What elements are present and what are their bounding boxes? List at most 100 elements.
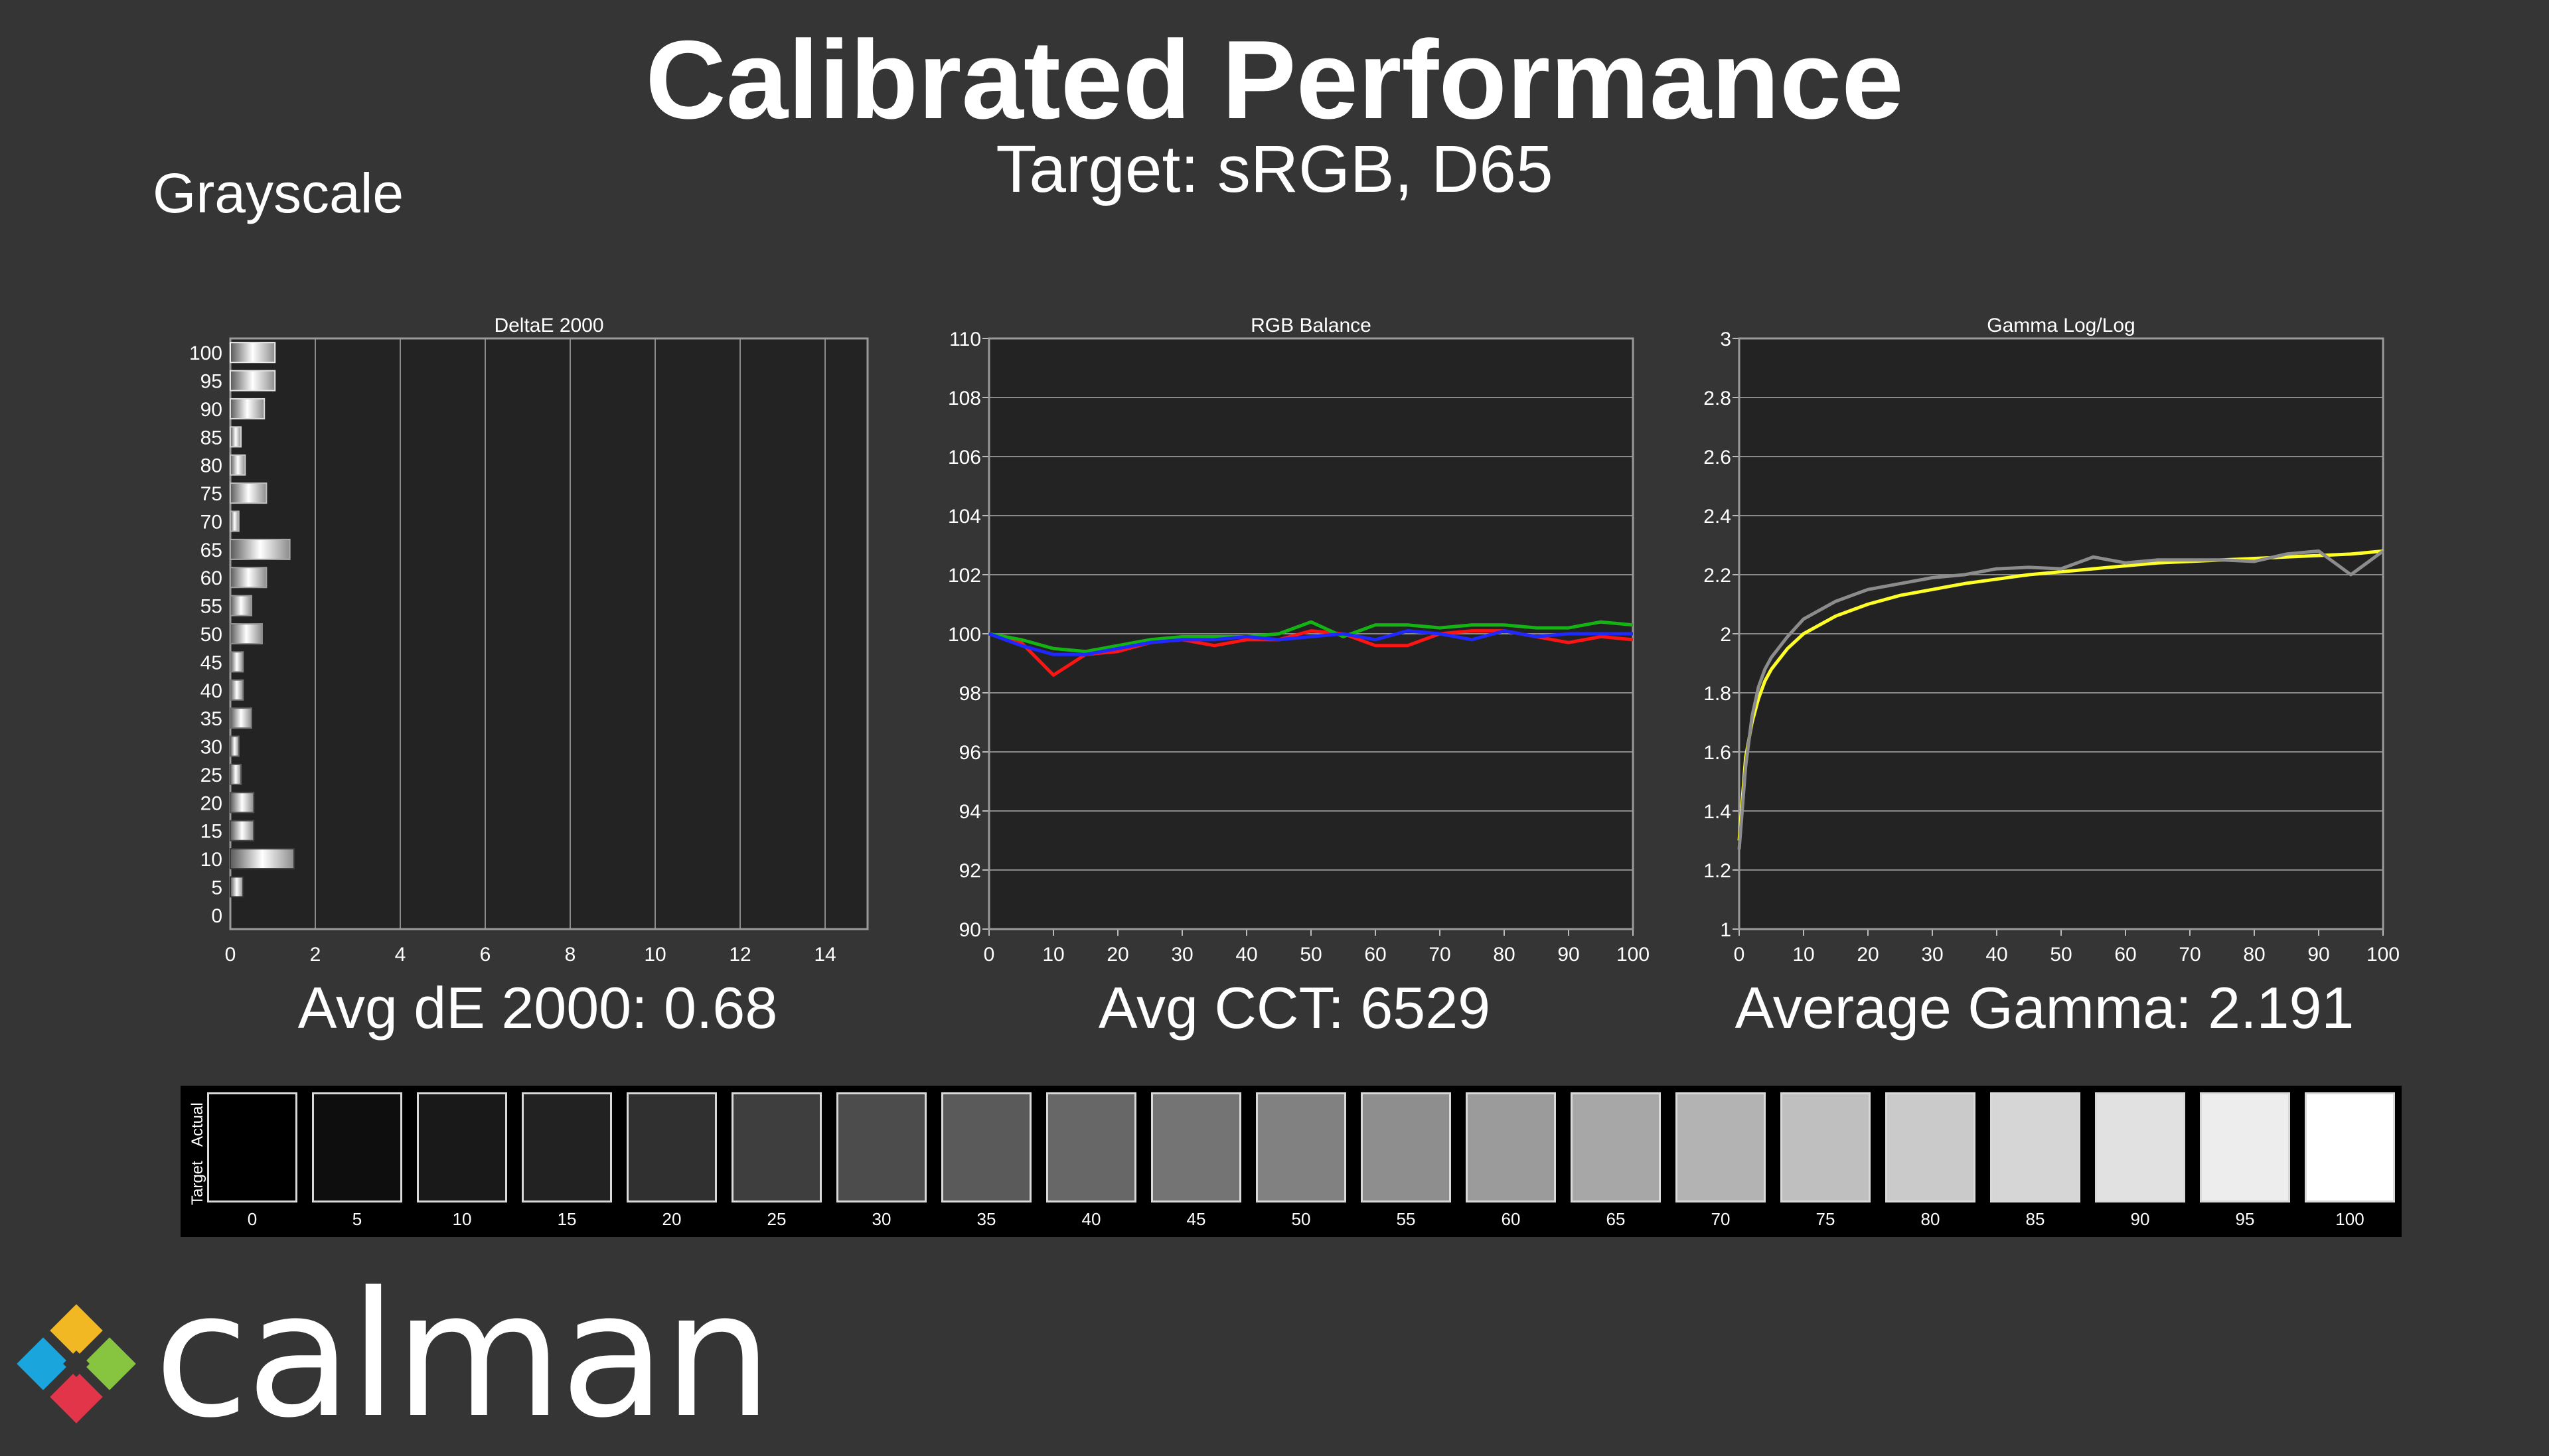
deltae-bar bbox=[230, 510, 240, 532]
gamma-x-tick-label: 100 bbox=[2366, 944, 2400, 966]
rgb-series-line bbox=[988, 629, 1633, 656]
deltae-y-tick-label: 15 bbox=[200, 821, 222, 843]
gamma-y-tick-label: 1 bbox=[1720, 919, 1731, 941]
deltae-x-tick-label: 14 bbox=[814, 944, 836, 966]
gamma-chart: Gamma Log/Log 1 1.2 1.4 1.6 1.8 2 2.2 2.4 2.6 2.8 3… bbox=[1703, 315, 2400, 966]
deltae-plot-area bbox=[230, 338, 868, 929]
swatch-label: 0 bbox=[247, 1209, 258, 1229]
grayscale-swatch bbox=[1361, 1092, 1451, 1202]
deltae-bar bbox=[230, 482, 268, 504]
grayscale-swatch bbox=[1151, 1092, 1241, 1202]
deltae-bar bbox=[230, 763, 242, 785]
page-title: Calibrated Performance bbox=[645, 17, 1904, 142]
gamma-y-tick-label: 1.8 bbox=[1703, 683, 1731, 705]
deltae-bar bbox=[230, 651, 244, 673]
grayscale-swatch-strip: Actual Target 0 5 10 15 20 25 30 35 40 45 50 55 60 65… bbox=[181, 1086, 2402, 1237]
gamma-x-tick-label: 20 bbox=[1857, 944, 1879, 966]
rgb-y-tick-label: 100 bbox=[948, 624, 981, 646]
gamma-y-tick-label: 1.2 bbox=[1703, 860, 1731, 882]
grayscale-swatch bbox=[732, 1092, 822, 1202]
swatch-label: 95 bbox=[2235, 1209, 2255, 1229]
rgb-x-tick-label: 70 bbox=[1429, 944, 1450, 966]
grayscale-swatch bbox=[1046, 1092, 1136, 1202]
grayscale-swatch bbox=[2305, 1092, 2395, 1202]
swatch-label: 65 bbox=[1606, 1209, 1626, 1229]
gamma-chart-title: Gamma Log/Log bbox=[1987, 315, 2135, 336]
deltae-y-tick-label: 55 bbox=[200, 596, 222, 618]
rgb-series-line bbox=[988, 620, 1634, 654]
gamma-plot-border bbox=[1738, 337, 2384, 930]
grayscale-swatch bbox=[417, 1092, 507, 1202]
gamma-x-tick-label: 60 bbox=[2114, 944, 2136, 966]
logo-center bbox=[63, 1350, 90, 1377]
rgb-y-tick-label: 108 bbox=[948, 388, 981, 409]
swatch-label: 10 bbox=[452, 1209, 472, 1229]
deltae-y-tick-label: 10 bbox=[200, 849, 222, 871]
gamma-y-tick-label: 2.6 bbox=[1703, 447, 1731, 469]
deltae-bar bbox=[230, 679, 244, 701]
deltae-x-tick-label: 8 bbox=[565, 944, 576, 966]
grayscale-swatch bbox=[1675, 1092, 1766, 1202]
rgb-x-tick-label: 50 bbox=[1300, 944, 1322, 966]
gamma-y-tick-label: 1.6 bbox=[1703, 742, 1731, 764]
section-label: Grayscale bbox=[153, 162, 404, 224]
rgb-y-tick-label: 104 bbox=[948, 506, 981, 528]
rgb-y-tick-label: 102 bbox=[948, 565, 981, 587]
swatch-label: 5 bbox=[352, 1209, 362, 1229]
grayscale-swatch bbox=[2095, 1092, 2185, 1202]
grayscale-swatch bbox=[1885, 1092, 1975, 1202]
deltae-y-tick-label: 90 bbox=[200, 399, 222, 421]
avg-de-summary: Avg dE 2000: 0.68 bbox=[297, 975, 778, 1041]
grayscale-swatch bbox=[1990, 1092, 2080, 1202]
deltae-chart-title: DeltaE 2000 bbox=[494, 315, 603, 336]
grayscale-swatch bbox=[1466, 1092, 1556, 1202]
grayscale-swatch bbox=[1256, 1092, 1346, 1202]
grayscale-swatch bbox=[941, 1092, 1032, 1202]
deltae-chart: DeltaE 2000 0 2 4 6 8 10 12 14 0 5 10 15 20 25 30 35 40 45… bbox=[189, 315, 869, 966]
rgb-y-tick-label: 110 bbox=[949, 328, 981, 350]
deltae-x-tick-label: 6 bbox=[480, 944, 491, 966]
deltae-bar bbox=[230, 820, 255, 841]
deltae-y-tick-label: 20 bbox=[200, 792, 222, 814]
swatch-label: 35 bbox=[976, 1209, 996, 1229]
gamma-series-line bbox=[1737, 549, 2384, 850]
gamma-x-tick-label: 90 bbox=[2307, 944, 2329, 966]
logo-diamond bbox=[77, 1331, 142, 1396]
rgb-y-tick-label: 90 bbox=[959, 919, 981, 941]
swatch-label: 15 bbox=[557, 1209, 577, 1229]
rgb-chart-title: RGB Balance bbox=[1251, 315, 1371, 336]
rgb-x-tick-label: 90 bbox=[1557, 944, 1579, 966]
gamma-y-tick-label: 1.4 bbox=[1703, 801, 1731, 823]
swatch-label: 100 bbox=[2335, 1209, 2364, 1229]
swatch-label: 30 bbox=[872, 1209, 891, 1229]
grayscale-swatch bbox=[2200, 1092, 2290, 1202]
gamma-y-tick-label: 2.2 bbox=[1703, 565, 1731, 587]
rgb-y-tick-label: 106 bbox=[948, 447, 981, 469]
gamma-y-tick-label: 2 bbox=[1720, 624, 1731, 646]
deltae-y-tick-label: 75 bbox=[200, 483, 222, 505]
swatch-label: 90 bbox=[2130, 1209, 2150, 1229]
gamma-x-tick-label: 10 bbox=[1792, 944, 1814, 966]
rgb-x-tick-label: 10 bbox=[1042, 944, 1064, 966]
gamma-series-line bbox=[1737, 549, 2384, 841]
swatch-label: 75 bbox=[1815, 1209, 1835, 1229]
deltae-y-tick-label: 35 bbox=[200, 708, 222, 730]
brand-wordmark: calman bbox=[154, 1256, 773, 1456]
rgb-x-tick-label: 20 bbox=[1107, 944, 1128, 966]
swatch-label: 25 bbox=[767, 1209, 787, 1229]
deltae-bar bbox=[230, 454, 246, 476]
actual-tag: Actual bbox=[189, 1102, 206, 1147]
avg-cct-summary: Avg CCT: 6529 bbox=[1098, 975, 1491, 1041]
deltae-y-tick-label: 0 bbox=[211, 905, 222, 927]
swatch-label: 60 bbox=[1501, 1209, 1521, 1229]
target-tag: Target bbox=[189, 1161, 206, 1205]
deltae-bar bbox=[230, 370, 276, 392]
deltae-x-tick-label: 12 bbox=[729, 944, 751, 966]
rgb-x-tick-label: 60 bbox=[1364, 944, 1386, 966]
gamma-x-tick-label: 80 bbox=[2243, 944, 2265, 966]
rgb-x-tick-label: 0 bbox=[984, 944, 995, 966]
deltae-bar bbox=[230, 538, 291, 560]
deltae-bar bbox=[230, 426, 242, 448]
deltae-y-tick-label: 45 bbox=[200, 652, 222, 674]
deltae-x-tick-label: 0 bbox=[225, 944, 236, 966]
